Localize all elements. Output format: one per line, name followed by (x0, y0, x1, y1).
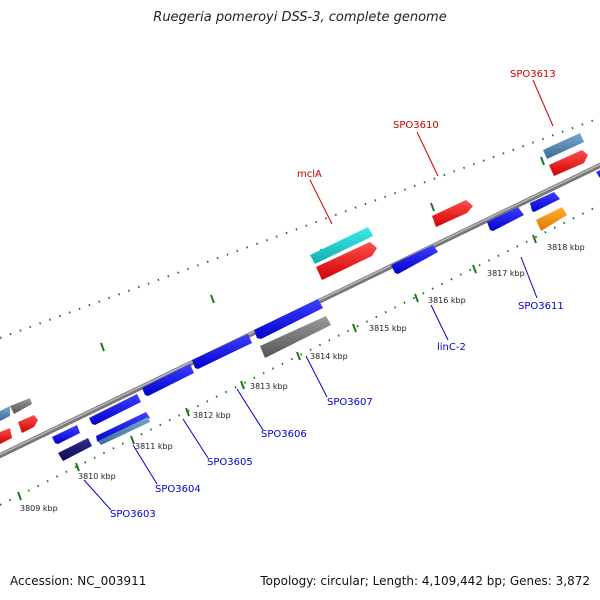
gene-feature[interactable] (432, 200, 473, 227)
gene-label[interactable]: mclA (297, 169, 322, 180)
leader-line (182, 418, 209, 459)
major-tick (430, 202, 435, 212)
gene-feature[interactable] (10, 398, 32, 414)
gene-label[interactable]: SPO3613 (510, 69, 556, 80)
major-tick (17, 491, 22, 501)
map-title: Ruegeria pomeroyi DSS-3, complete genome (153, 10, 447, 25)
tick-label: 3816 kbp (428, 296, 466, 305)
tick-labels: 3809 kbp 3810 kbp 3811 kbp 3812 kbp 3813… (20, 243, 585, 513)
major-tick (75, 462, 80, 472)
tick-label: 3810 kbp (78, 472, 116, 481)
gene-feature[interactable] (260, 316, 331, 358)
gene-labels: SPO3613 SPO3610 mclA SPO3611 linC-2 SPO3… (110, 69, 564, 520)
gene-feature[interactable] (487, 207, 524, 231)
gene-feature[interactable] (0, 406, 10, 421)
gene-feature[interactable] (58, 438, 92, 461)
outer-tick-line (0, 117, 600, 339)
major-tick (540, 156, 545, 166)
gene-label[interactable]: SPO3604 (155, 484, 201, 495)
gene-feature[interactable] (192, 334, 252, 369)
major-tick (296, 351, 301, 361)
major-tick (352, 323, 357, 333)
tick-label: 3809 kbp (20, 504, 58, 513)
leader-line (83, 479, 112, 511)
major-tick (414, 293, 419, 303)
gene-label[interactable]: SPO3606 (261, 429, 307, 440)
leader-line (532, 79, 554, 127)
gene-label[interactable]: SPO3611 (518, 301, 564, 312)
gene-label[interactable]: SPO3605 (207, 457, 253, 468)
leader-line (132, 444, 158, 485)
gene-feature[interactable] (52, 425, 80, 444)
leader-line (416, 131, 439, 177)
gene-label[interactable]: linC-2 (437, 342, 466, 353)
reverse-genes (52, 170, 600, 461)
genome-summary: Topology: circular; Length: 4,109,442 bp… (260, 574, 590, 588)
major-tick (472, 264, 477, 274)
inner-tick-line (0, 204, 600, 506)
tick-label: 3815 kbp (369, 324, 407, 333)
accession-label: Accession: NC_003911 (10, 574, 147, 588)
gene-feature[interactable] (254, 299, 323, 339)
gene-feature[interactable] (18, 415, 38, 433)
gene-feature[interactable] (142, 364, 194, 396)
tick-label: 3813 kbp (250, 382, 288, 391)
tick-label: 3818 kbp (547, 243, 585, 252)
tick-label: 3814 kbp (310, 352, 348, 361)
gene-feature[interactable] (549, 150, 588, 176)
leader-line (430, 304, 449, 341)
gene-label[interactable]: SPO3610 (393, 120, 439, 131)
major-tick (100, 342, 105, 352)
gene-feature[interactable] (96, 412, 150, 443)
gene-label[interactable]: SPO3607 (327, 397, 373, 408)
major-tick (185, 407, 190, 417)
leader-line (236, 388, 264, 431)
gene-feature[interactable] (316, 242, 377, 280)
gene-feature[interactable] (530, 192, 560, 212)
major-tick (532, 234, 537, 244)
forward-genes (0, 133, 588, 444)
major-tick (210, 294, 215, 304)
gene-feature[interactable] (391, 245, 438, 274)
tick-label: 3811 kbp (135, 442, 173, 451)
leader-line (305, 355, 328, 398)
gene-feature[interactable] (536, 207, 567, 231)
leader-line (309, 179, 333, 225)
gene-feature[interactable] (596, 170, 600, 178)
major-tick (240, 380, 245, 390)
gene-feature[interactable] (310, 227, 373, 264)
tick-label: 3812 kbp (193, 411, 231, 420)
gene-feature[interactable] (98, 417, 150, 445)
gene-feature[interactable] (89, 394, 141, 425)
leader-line (520, 256, 538, 299)
gene-feature[interactable] (543, 133, 584, 159)
major-tick (130, 435, 135, 445)
tick-label: 3817 kbp (487, 269, 525, 278)
label-leaders (83, 79, 554, 511)
gene-feature[interactable] (0, 428, 12, 444)
gene-label[interactable]: SPO3603 (110, 509, 156, 520)
